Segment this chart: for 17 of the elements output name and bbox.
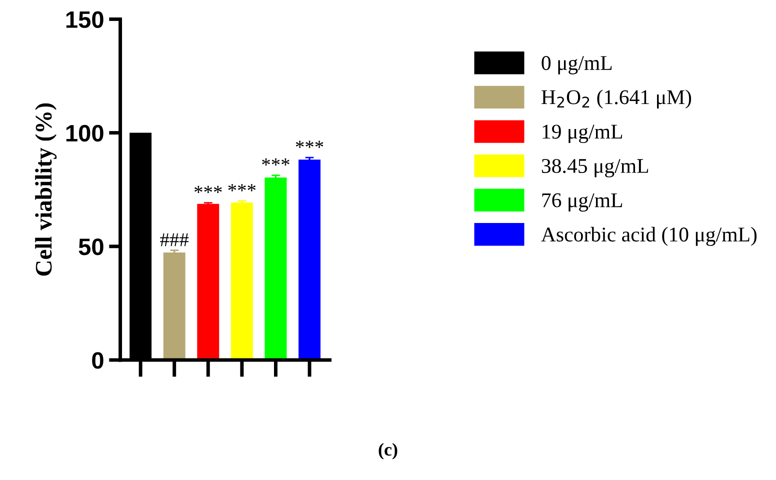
y-tick-label: 100 [66,124,104,142]
data-label: *** [296,140,324,148]
data-label: *** [228,184,256,192]
legend-label: H$_{2}$O$_{2}$ (1.641 μM) [542,90,692,108]
legend-label: 0 μg/mL [542,56,612,74]
legend-label: 76 μg/mL [542,193,622,212]
y-tick-label: 50 [78,238,104,256]
text: (c) [378,443,398,460]
y-axis-title: Cell viability (%) [35,103,57,276]
y-tick-label: 150 [66,11,104,28]
legend-label: 19 μg/mL [542,124,622,144]
legend-label: Ascorbic acid (10 μg/mL) [541,226,757,246]
legend-label: 38.45 μg/mL [542,158,648,178]
data-label: ### [160,233,189,246]
y-tick-label: 0 [92,352,104,369]
data-label: *** [262,158,290,166]
data-label: *** [194,186,222,194]
